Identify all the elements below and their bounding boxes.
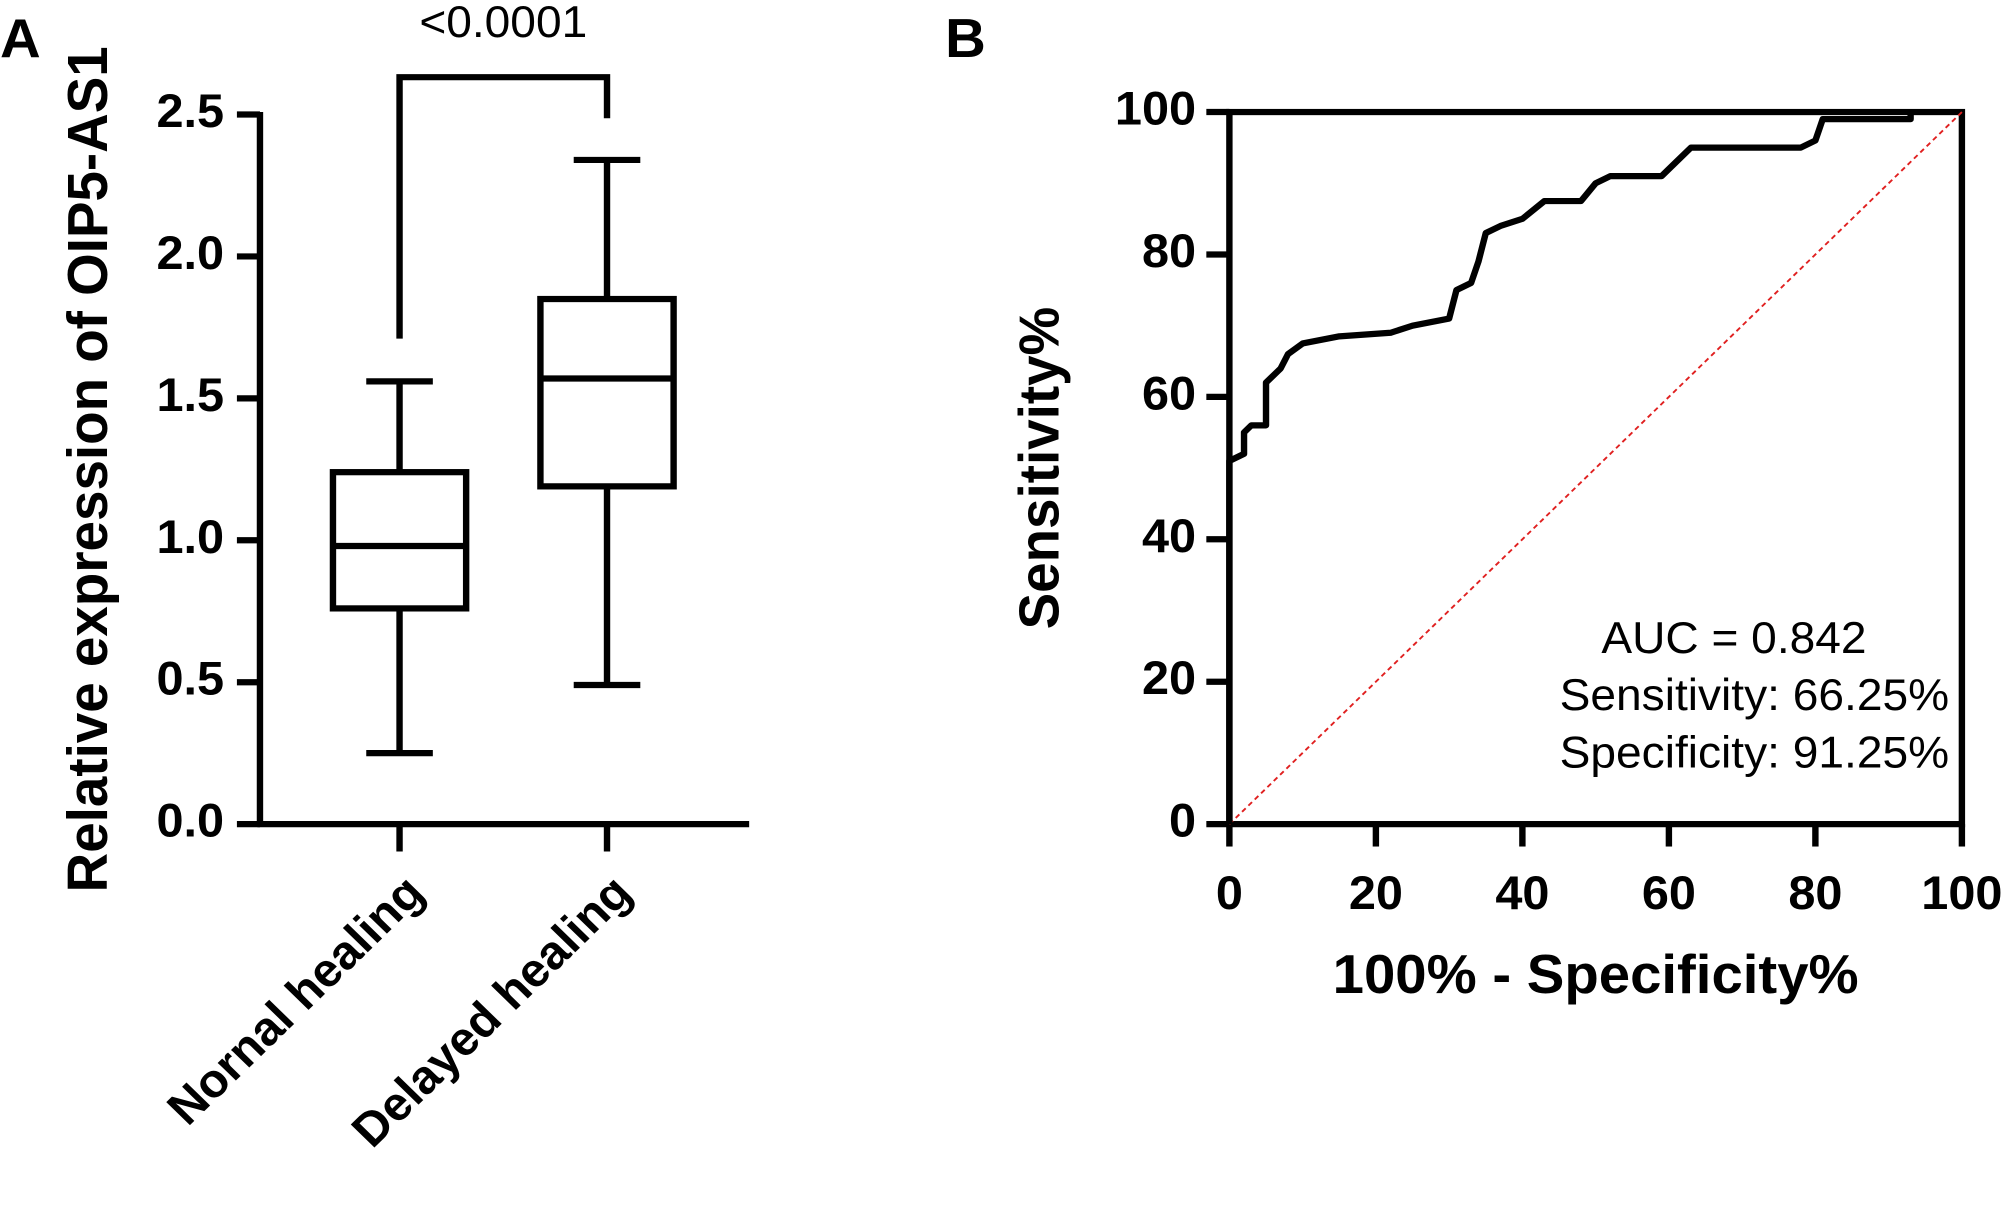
annotation: Sensitivity: 66.25% [1560, 670, 1949, 720]
y-tick-label: 2.0 [156, 228, 224, 280]
significance-bracket [396, 74, 611, 339]
significance-label: <0.0001 [419, 0, 587, 47]
y-axis-title: Relative expression of OIP5-AS1 [56, 46, 119, 892]
annotation: AUC = 0.842 [1601, 613, 1866, 663]
panel-label: B [945, 8, 986, 69]
y-tick-label: 0 [1169, 795, 1196, 847]
y-tick-label: 60 [1142, 368, 1196, 420]
roc-curve [1226, 112, 1914, 825]
x-tick-label: 0 [1216, 867, 1243, 919]
x-tick-label: 20 [1349, 867, 1403, 919]
y-tick-label: 0.0 [156, 795, 224, 847]
reference-line [1228, 111, 1963, 825]
x-tick-label: 40 [1495, 867, 1549, 919]
y-tick-label: 2.5 [156, 86, 224, 138]
y-axis-title: Sensitivity% [1008, 307, 1071, 630]
y-tick-label: 100 [1115, 83, 1196, 135]
panel-label: A [0, 8, 41, 69]
x-tick-label: 80 [1788, 867, 1842, 919]
annotation: Specificity: 91.25% [1560, 727, 1949, 777]
y-tick-label: 1.0 [156, 511, 224, 563]
y-tick-label: 40 [1142, 510, 1196, 562]
y-tick-label: 0.5 [156, 653, 224, 705]
x-axis-title: 100% - Specificity% [1333, 944, 1859, 1005]
y-tick-label: 1.5 [156, 369, 224, 421]
y-tick-label: 80 [1142, 226, 1196, 278]
y-tick-label: 20 [1142, 653, 1196, 705]
box [537, 295, 677, 490]
x-tick-label: 100 [1921, 867, 2002, 919]
box [329, 469, 470, 612]
x-tick-label: 60 [1642, 867, 1696, 919]
